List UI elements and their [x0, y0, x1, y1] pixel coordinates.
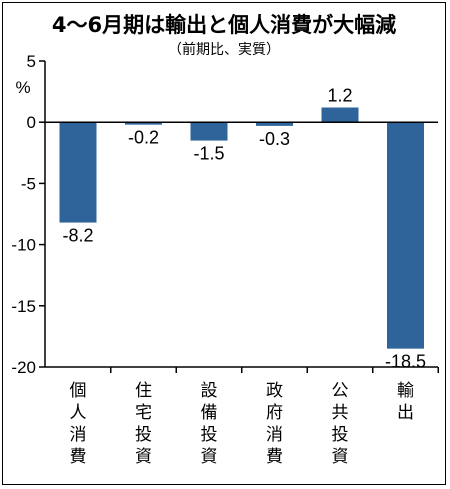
y-tick-label: 5 — [27, 52, 36, 71]
data-label-1: -8.2 — [62, 226, 93, 246]
y-unit-label: % — [15, 78, 30, 97]
data-label-3: -1.5 — [193, 144, 224, 164]
y-tick-label: -10 — [11, 236, 36, 255]
bar-4 — [256, 122, 293, 126]
bar-3 — [190, 122, 228, 141]
bar-5 — [321, 107, 359, 123]
y-tick-label: -20 — [11, 358, 36, 377]
category-label-2: 住宅投資 — [135, 381, 152, 467]
bar-1 — [59, 122, 97, 223]
bar-6 — [387, 122, 424, 349]
y-tick-label: -5 — [21, 174, 36, 193]
data-label-6: -18.5 — [385, 352, 426, 372]
bar-2 — [125, 122, 162, 125]
chart-subtitle: （前期比、実質） — [168, 42, 280, 58]
category-label-3: 設備投資 — [201, 381, 218, 467]
chart-frame: 4〜6月期は輸出と個人消費が大幅減 （前期比、実質） — [2, 2, 446, 485]
category-label-1: 個人消費 — [70, 381, 87, 467]
category-label-6: 輸出 — [397, 381, 414, 423]
chart-title: 4〜6月期は輸出と個人消費が大幅減 — [51, 13, 397, 37]
y-tick-label: -15 — [11, 297, 36, 316]
data-label-5: 1.2 — [327, 86, 352, 106]
category-label-4: 政府消費 — [266, 381, 283, 467]
category-label-5: 公共投資 — [332, 381, 349, 467]
y-tick-label: 0 — [27, 113, 36, 132]
data-label-2: -0.2 — [128, 128, 159, 148]
data-label-4: -0.3 — [259, 129, 290, 149]
